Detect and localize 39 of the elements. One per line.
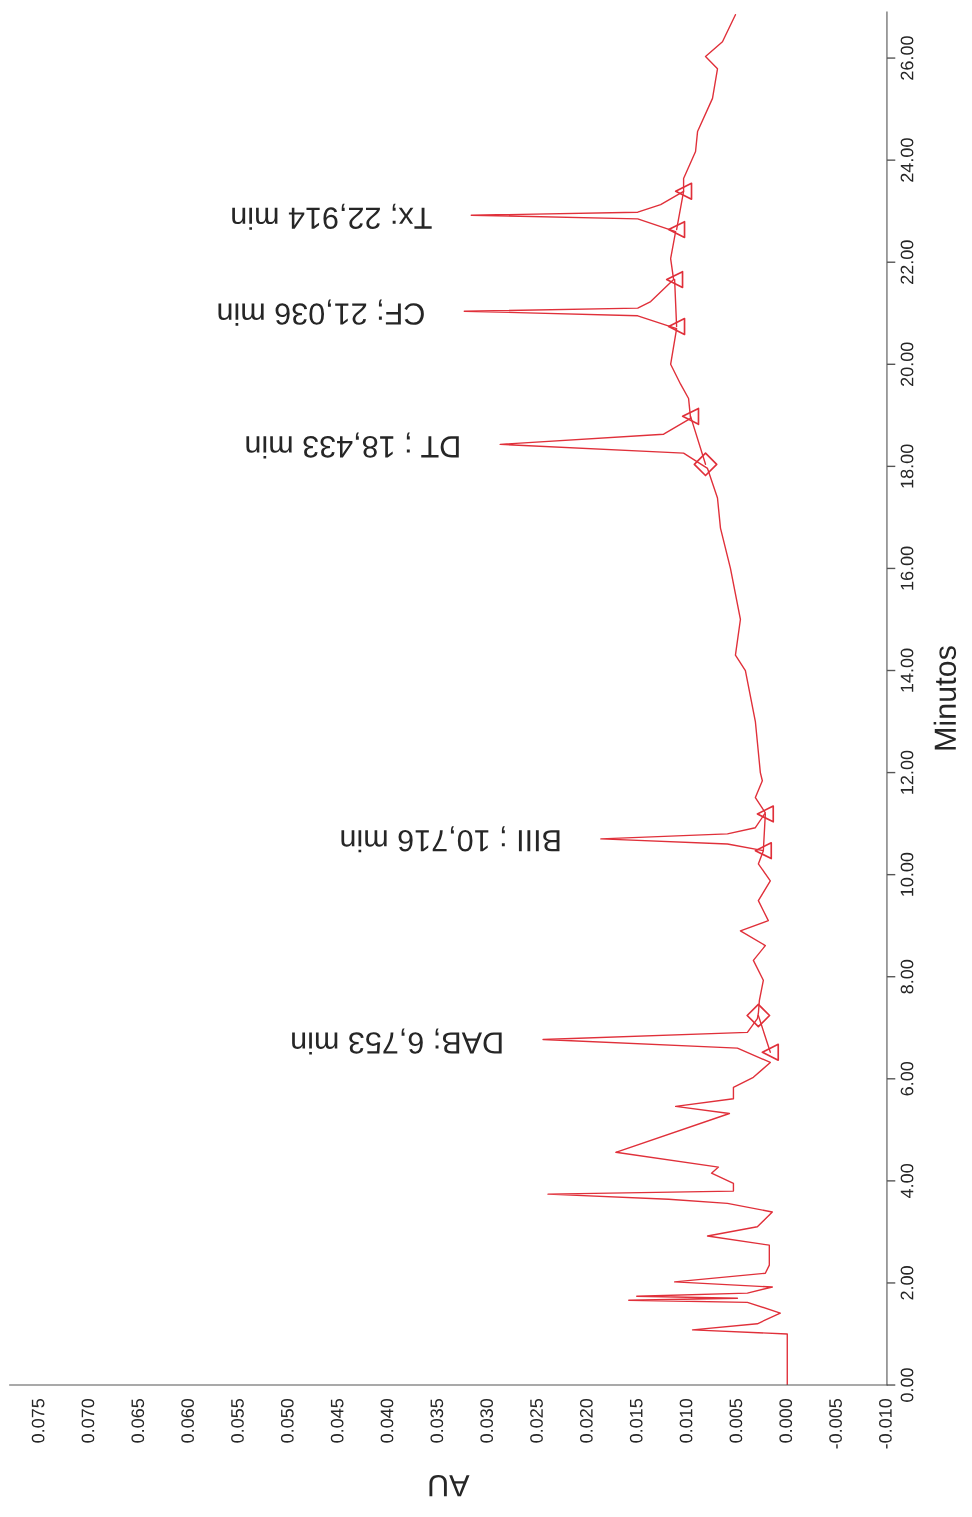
x-tick-label: 0.015 [629, 1398, 643, 1443]
x-tick-label: 0.065 [131, 1398, 145, 1443]
x-tick-label: -0.010 [879, 1398, 892, 1449]
x-tick-label: 0.050 [280, 1398, 294, 1443]
annotation: CF; 21,036 min [218, 299, 424, 326]
annotation: Tx; 22,914 min [232, 203, 432, 230]
x-tick-label: 0.075 [31, 1398, 45, 1443]
x-tick-label: 0.020 [579, 1398, 593, 1443]
y-tick-label: 8.00 [900, 959, 914, 994]
x-tick-label: 0.005 [729, 1398, 743, 1443]
annotation: DAB; 6,753 min [292, 1028, 502, 1055]
x-tick-label: 0.010 [679, 1398, 693, 1443]
annotation: BIII ; 10,716 min [341, 826, 560, 853]
y-tick-label: 10.00 [900, 852, 914, 896]
y-tick-label: 24.00 [900, 138, 914, 182]
x-tick-label: 0.035 [430, 1398, 444, 1443]
y-tick-label: 0.00 [900, 1368, 914, 1402]
y-tick-label: 2.00 [900, 1266, 914, 1300]
y-tick-label: 16.00 [900, 546, 914, 590]
x-tick-label: 0.060 [181, 1398, 194, 1443]
x-tick-label: -0.005 [829, 1398, 842, 1449]
x-tick-label: 0.040 [380, 1398, 394, 1443]
y-tick-label: 26.00 [900, 36, 914, 80]
y-tick-label: 22.00 [900, 240, 914, 284]
x-axis-title: AU [429, 1474, 470, 1497]
y-tick-label: 20.00 [900, 342, 914, 386]
y-axis-title: Minutos [933, 646, 957, 750]
x-tick-label: 0.070 [81, 1398, 95, 1443]
annotation: DT ; 18,433 min [246, 432, 459, 459]
x-tick-label: 0.000 [779, 1398, 793, 1443]
x-tick-label: 0.025 [530, 1398, 543, 1443]
x-tick-label: 0.055 [231, 1398, 244, 1443]
x-tick-label: 0.030 [480, 1398, 494, 1443]
x-tick-label: 0.045 [330, 1398, 344, 1443]
y-tick-label: 14.00 [900, 648, 914, 692]
y-tick-label: 18.00 [900, 444, 914, 488]
y-tick-label: 4.00 [900, 1164, 914, 1199]
y-tick-label: 6.00 [900, 1061, 914, 1096]
y-tick-label: 12.00 [900, 750, 914, 794]
